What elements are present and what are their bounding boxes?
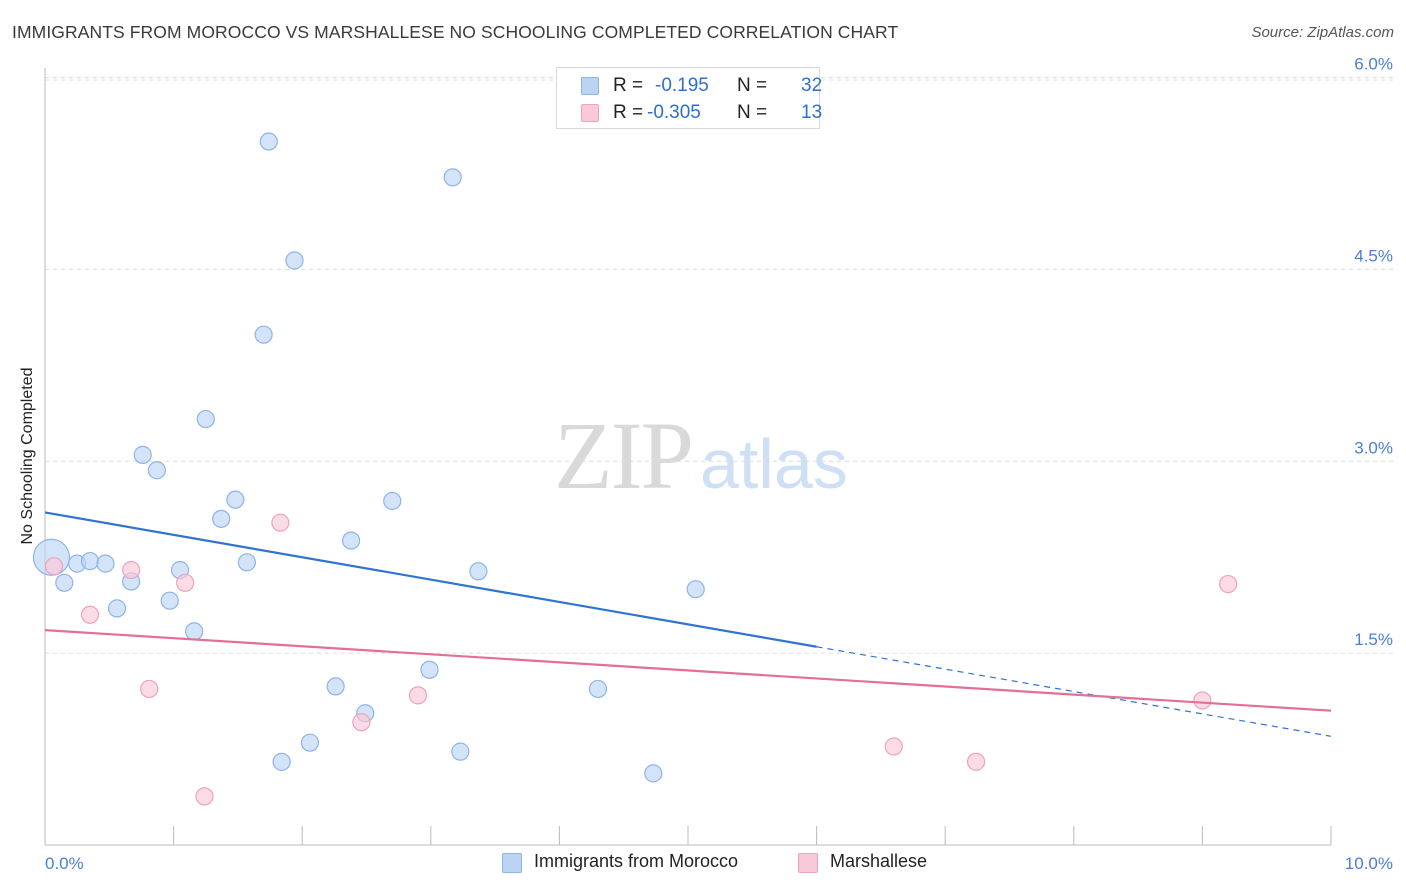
morocco-point	[55, 573, 74, 592]
morocco-point	[644, 764, 663, 783]
morocco-point	[254, 325, 273, 344]
marshallese-point	[1193, 691, 1212, 710]
morocco-point	[588, 679, 608, 699]
legend-label: Immigrants from Morocco	[534, 851, 739, 871]
morocco-point	[686, 580, 705, 599]
source-credit: Source: ZipAtlas.com	[1251, 24, 1394, 41]
morocco-point	[469, 562, 488, 581]
y-tick-label: 3.0%	[1354, 438, 1393, 457]
morocco-point	[300, 733, 320, 752]
morocco-point	[107, 599, 127, 618]
marshallese-trend-line	[44, 629, 1332, 712]
marshallese-point	[176, 573, 195, 592]
r-label: R =	[613, 75, 644, 96]
watermark-zip: ZIP	[554, 402, 694, 509]
marshallese-point	[966, 752, 986, 771]
morocco-point	[237, 553, 257, 572]
marshallese-point	[122, 560, 141, 580]
marshallese-point	[352, 713, 371, 732]
n-value: 32	[801, 75, 823, 96]
morocco-point	[259, 132, 278, 151]
marshallese-point	[884, 737, 903, 756]
morocco-point	[147, 461, 166, 480]
morocco-point	[285, 251, 304, 270]
morocco-point	[326, 677, 345, 696]
x-tick-label: 10.0%	[1345, 854, 1393, 873]
marshallese-point	[80, 605, 100, 624]
morocco-point	[196, 409, 215, 429]
morocco-point	[226, 490, 245, 509]
morocco-point	[420, 660, 439, 679]
y-tick-label: 6.0%	[1354, 55, 1393, 74]
morocco-point	[443, 168, 462, 187]
r-value: -0.305	[647, 102, 701, 123]
morocco-point	[272, 752, 291, 771]
marshallese-point	[1219, 574, 1238, 594]
y-tick-label: 1.5%	[1354, 630, 1393, 649]
watermark-atlas: atlas	[700, 425, 848, 503]
legend-label: Marshallese	[830, 851, 928, 871]
morocco-point	[383, 491, 402, 511]
n-value: 13	[801, 102, 823, 123]
n-label: N =	[737, 75, 768, 96]
morocco-point	[96, 554, 115, 573]
pink-swatch	[581, 104, 599, 122]
morocco-trend-line	[44, 511, 817, 648]
morocco-point	[451, 742, 470, 761]
pink-swatch	[798, 853, 818, 873]
y-tick-label: 4.5%	[1354, 246, 1393, 265]
chart-title: IMMIGRANTS FROM MOROCCO VS MARSHALLESE N…	[12, 22, 899, 42]
stats-legend: R = -0.195 N = 32 R = -0.305 N = 13	[556, 67, 823, 129]
morocco-point	[80, 551, 100, 571]
watermark: ZIP atlas	[554, 400, 848, 511]
marshallese-point	[195, 787, 214, 806]
morocco-point	[133, 445, 152, 464]
morocco-point	[160, 591, 179, 610]
x-tick-label: 0.0%	[45, 854, 84, 873]
r-label: R =	[613, 102, 644, 123]
marshallese-point	[44, 557, 64, 576]
marshallese-point	[140, 679, 159, 699]
n-label: N =	[737, 102, 768, 123]
r-value: -0.195	[655, 75, 709, 96]
morocco-trend-extension	[816, 646, 1332, 737]
marshallese-point	[271, 513, 290, 532]
blue-swatch	[581, 77, 599, 95]
morocco-point	[341, 531, 361, 550]
morocco-point	[212, 509, 231, 528]
marshallese-point	[408, 686, 428, 705]
blue-swatch	[502, 853, 522, 873]
morocco-point	[185, 622, 204, 641]
